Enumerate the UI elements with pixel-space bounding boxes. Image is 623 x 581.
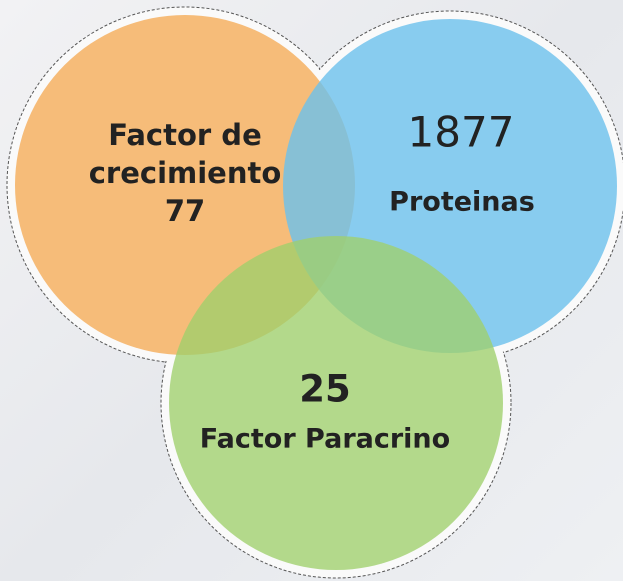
count: 1877 [408,108,515,157]
label: Factor de [108,118,261,152]
label: crecimiento [89,156,282,190]
label: Proteinas [389,187,535,218]
count: 25 [299,368,351,411]
count: 77 [165,194,205,228]
label: Factor Paracrino [200,424,450,455]
circle-paracrine [169,236,503,570]
